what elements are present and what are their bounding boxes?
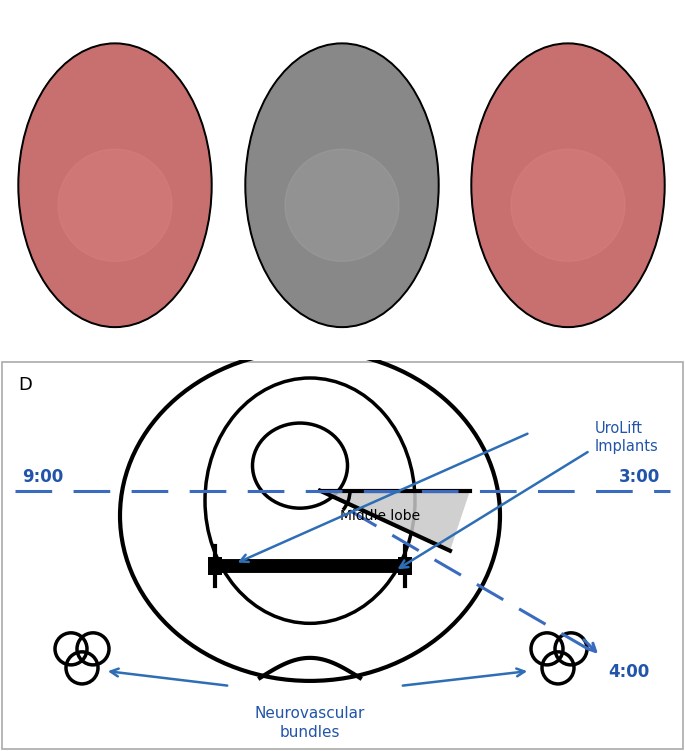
Polygon shape: [320, 490, 470, 550]
Ellipse shape: [20, 45, 210, 325]
Text: Neurovascular
bundles: Neurovascular bundles: [255, 706, 365, 740]
Ellipse shape: [58, 149, 172, 261]
Text: C: C: [562, 15, 574, 33]
Text: A: A: [109, 15, 121, 33]
Text: D: D: [18, 376, 32, 394]
Ellipse shape: [471, 43, 665, 327]
Text: 3:00: 3:00: [619, 468, 660, 486]
Ellipse shape: [245, 43, 439, 327]
Bar: [398, 556, 412, 575]
Text: 4:00: 4:00: [608, 663, 649, 681]
Ellipse shape: [247, 45, 437, 325]
Text: UroLift
Implants: UroLift Implants: [595, 421, 659, 454]
Text: 9:00: 9:00: [22, 468, 63, 486]
Text: B: B: [336, 15, 348, 33]
Ellipse shape: [285, 149, 399, 261]
Ellipse shape: [18, 43, 212, 327]
Text: Middle lobe: Middle lobe: [340, 508, 420, 523]
Ellipse shape: [511, 149, 625, 261]
Ellipse shape: [473, 45, 663, 325]
Bar: [208, 556, 222, 575]
